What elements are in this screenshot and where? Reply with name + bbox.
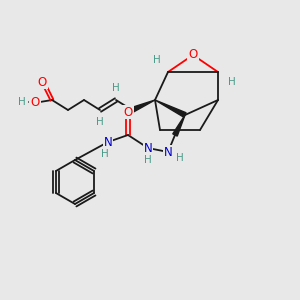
Text: O: O (38, 76, 46, 88)
Text: H: H (176, 153, 184, 163)
Text: N: N (144, 142, 152, 154)
Text: O: O (123, 106, 133, 118)
Text: H: H (112, 83, 120, 93)
Text: N: N (103, 136, 112, 148)
Polygon shape (131, 100, 155, 112)
Text: O: O (30, 95, 40, 109)
Text: N: N (164, 146, 172, 158)
Text: H: H (18, 97, 26, 107)
Text: O: O (188, 49, 198, 62)
Text: H: H (144, 155, 152, 165)
Polygon shape (155, 100, 186, 117)
Text: H: H (101, 149, 109, 159)
Text: H: H (153, 55, 161, 65)
Polygon shape (173, 115, 185, 136)
Text: H: H (228, 77, 236, 87)
Text: H: H (96, 117, 104, 127)
